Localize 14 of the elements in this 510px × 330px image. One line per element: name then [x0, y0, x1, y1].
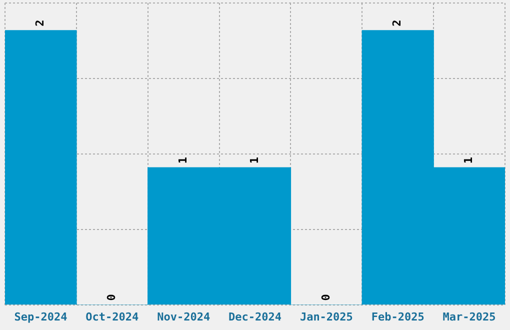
x-tick-label: Nov-2024 — [157, 310, 210, 324]
x-tick-label: Sep-2024 — [14, 310, 68, 324]
x-tick-label: Mar-2025 — [442, 310, 496, 324]
x-tick-label: Jan-2025 — [300, 310, 353, 324]
data-label: 1 — [248, 156, 261, 164]
data-label: 0 — [105, 294, 118, 301]
x-tick-label: Feb-2025 — [371, 310, 424, 324]
x-tick-label: Oct-2024 — [86, 310, 140, 324]
data-label: 1 — [176, 156, 190, 164]
data-label: 1 — [462, 156, 476, 164]
data-label: 2 — [34, 20, 47, 26]
data-label: 2 — [390, 20, 404, 26]
data-label: 0 — [319, 294, 332, 301]
x-tick-label: Dec-2024 — [228, 310, 282, 324]
